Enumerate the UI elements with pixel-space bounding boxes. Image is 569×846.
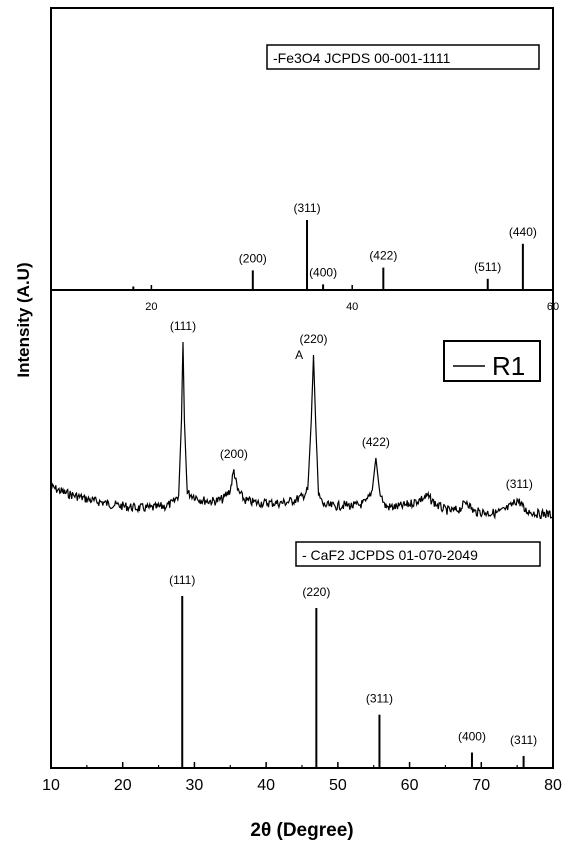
fe3o4-peak-label: (440) (509, 225, 537, 239)
caf2-peak-label: (400) (458, 730, 486, 744)
bottom-x-tick-label: 40 (257, 777, 275, 794)
bottom-x-tick-label: 20 (114, 777, 132, 794)
r1-peak-label: (220) (299, 332, 327, 346)
top-legend-text: -Fe3O4 JCPDS 00-001-1111 (273, 50, 451, 66)
r1-legend-text: R1 (492, 351, 525, 381)
bottom-legend-box: - CaF2 JCPDS 01-070-2049 (295, 541, 541, 567)
caf2-peak-label: (311) (510, 733, 537, 747)
top-x-tick-label: 20 (145, 301, 157, 313)
fe3o4-peak-label: (400) (309, 265, 337, 279)
r1-series-line (50, 341, 554, 520)
r1-peak-label: A (295, 348, 303, 362)
fe3o4-peak-label: (311) (293, 201, 320, 215)
caf2-peak-label: (311) (366, 692, 393, 706)
top-x-tick-label: 60 (547, 301, 559, 313)
r1-diffraction-pattern: (111) A (220) (200) (422) (311) (50, 319, 554, 520)
r1-peak-label: (111) (170, 319, 196, 333)
r1-peak-label: (422) (362, 435, 390, 449)
bottom-x-tick-label: 30 (186, 777, 204, 794)
plot-frame (50, 7, 554, 769)
top-reference-pattern: (200) (311) (400) (422) (511) (440) 20 40 60 (132, 201, 559, 313)
bottom-x-tick-label: 80 (544, 777, 562, 794)
fe3o4-peak-label: (511) (474, 260, 501, 274)
bottom-x-tick-label: 10 (42, 777, 60, 794)
bottom-x-tick-label: 70 (472, 777, 490, 794)
top-legend-box: -Fe3O4 JCPDS 00-001-1111 (266, 44, 540, 70)
bottom-x-tick-label: 60 (401, 777, 419, 794)
y-axis-label: Intensity (A.U) (14, 262, 33, 377)
r1-legend-box: R1 (443, 340, 541, 382)
r1-peak-label: (311) (506, 477, 533, 491)
bottom-legend-text: - CaF2 JCPDS 01-070-2049 (302, 547, 478, 563)
caf2-peak-label: (111) (169, 573, 195, 587)
bottom-x-tick-label: 50 (329, 777, 347, 794)
bottom-reference-pattern: (111) (220) (311) (400) (311) 10 20 30 40 50 60 70 8… (42, 573, 562, 794)
x-axis-label: 2θ (Degree) (250, 820, 353, 841)
fe3o4-peak-label: (200) (239, 251, 267, 265)
caf2-peak-label: (220) (302, 585, 330, 599)
fe3o4-peak-label: (422) (369, 249, 397, 263)
r1-peak-label: (200) (220, 447, 248, 461)
top-x-tick-label: 40 (346, 301, 358, 313)
